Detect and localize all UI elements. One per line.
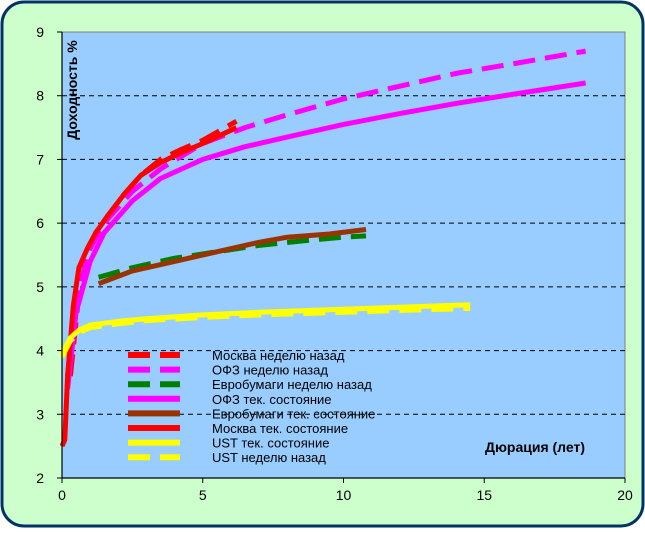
series-line-8 (59, 306, 471, 359)
x-axis-label: Дюрация (лет) (485, 439, 585, 455)
legend-label-3: Евробумаги неделю назад (212, 377, 372, 392)
legend-label-8: UST неделю назад (212, 450, 326, 465)
axes: 0 5 10 15 20 2 3 4 5 6 7 8 9 (36, 24, 633, 503)
legend-label-5: Евробумаги тек. состояние (212, 406, 375, 421)
y-tick-label: 2 (36, 470, 44, 486)
x-tick-label: 5 (199, 487, 207, 503)
y-tick-label: 4 (36, 343, 44, 359)
y-tick-label: 6 (36, 215, 44, 231)
y-axis-label: Доходность % (64, 40, 80, 140)
x-tick-label: 10 (336, 487, 352, 503)
x-tick-label: 15 (476, 487, 492, 503)
plot-area (61, 31, 626, 479)
legend-label-4: ОФЗ тек. состояние (212, 392, 332, 407)
legend-label-6: Москва тек. состояние (212, 421, 348, 436)
y-tick-label: 8 (36, 88, 44, 104)
series-line-6 (59, 125, 238, 448)
y-tick-label: 3 (36, 406, 44, 422)
gridlines (62, 95, 625, 415)
series-lines (59, 48, 587, 448)
series-line-4 (65, 80, 586, 390)
y-tick-label: 5 (36, 279, 44, 295)
series-line-5 (97, 227, 367, 287)
legend-label-1: Москва неделю назад (212, 348, 345, 363)
x-tick-label: 0 (58, 487, 66, 503)
y-tick-label: 9 (36, 24, 44, 40)
x-tick-label: 20 (617, 487, 633, 503)
legend-label-2: ОФЗ неделю назад (212, 363, 328, 378)
y-tick-label: 7 (36, 151, 44, 167)
legend-label-7: UST тек. состояние (212, 436, 329, 451)
